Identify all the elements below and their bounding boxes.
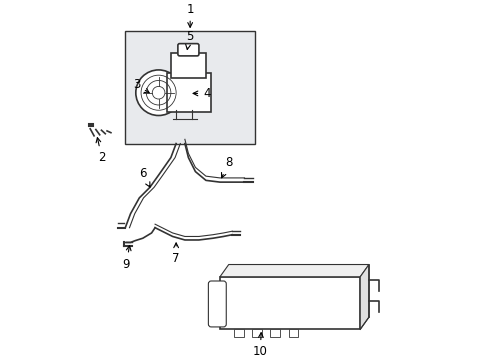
Text: 10: 10 bbox=[252, 333, 267, 358]
Bar bbox=[288, 329, 298, 337]
Bar bbox=[252, 329, 262, 337]
Polygon shape bbox=[360, 265, 368, 329]
FancyBboxPatch shape bbox=[171, 53, 205, 78]
Text: 3: 3 bbox=[133, 78, 149, 93]
Polygon shape bbox=[220, 265, 368, 277]
FancyBboxPatch shape bbox=[208, 281, 226, 327]
Text: 4: 4 bbox=[193, 87, 210, 100]
Bar bbox=[270, 329, 280, 337]
FancyBboxPatch shape bbox=[167, 73, 211, 112]
Text: 7: 7 bbox=[172, 243, 180, 265]
Text: 5: 5 bbox=[185, 30, 193, 49]
Text: 8: 8 bbox=[221, 156, 232, 178]
FancyBboxPatch shape bbox=[125, 31, 255, 144]
Text: 1: 1 bbox=[186, 3, 194, 27]
Bar bbox=[220, 277, 360, 329]
Text: 6: 6 bbox=[139, 167, 150, 187]
Text: 2: 2 bbox=[96, 138, 105, 164]
FancyBboxPatch shape bbox=[178, 44, 199, 56]
Circle shape bbox=[136, 70, 181, 116]
Bar bbox=[233, 329, 244, 337]
Text: 9: 9 bbox=[122, 246, 131, 270]
